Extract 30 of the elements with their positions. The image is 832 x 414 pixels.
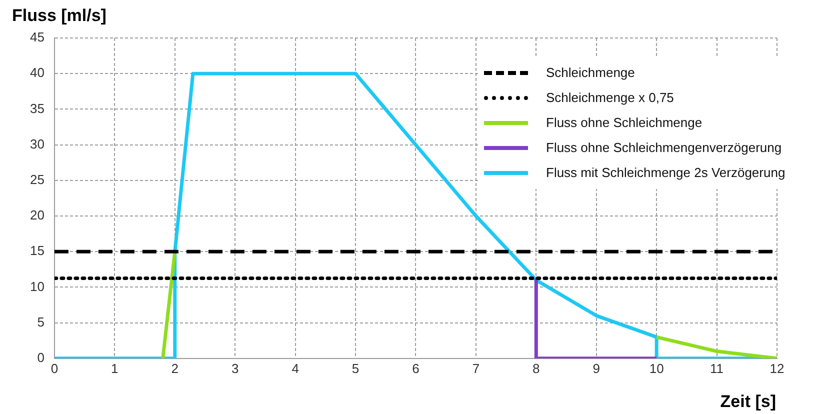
x-tick-label: 7 (472, 360, 480, 376)
x-tick-label: 0 (50, 360, 58, 376)
legend-label: Fluss ohne Schleichmenge (546, 115, 702, 130)
x-tick-label: 10 (649, 360, 664, 376)
y-tick-label: 5 (37, 314, 44, 330)
y-tick-label: 45 (30, 30, 44, 45)
x-tick-label: 12 (770, 360, 784, 376)
legend-label: Fluss ohne Schleichmengenverzögerung (546, 140, 782, 155)
x-tick-label: 1 (111, 360, 118, 376)
y-tick-label: 10 (30, 278, 44, 294)
y-tick-label: 40 (30, 65, 44, 80)
y-tick-label: 25 (30, 172, 44, 187)
y-tick-label: 20 (30, 208, 44, 223)
legend-label: Schleichmenge x 0,75 (546, 90, 674, 105)
x-tick-label: 5 (352, 360, 360, 376)
x-tick-label: 8 (532, 360, 540, 376)
x-tick-label: 2 (171, 360, 178, 376)
x-tick-label: 3 (231, 360, 239, 376)
x-tick-label: 11 (710, 360, 724, 376)
y-axis-title: Fluss [ml/s] (12, 6, 106, 26)
x-tick-label: 4 (292, 360, 299, 376)
y-tick-label: 35 (30, 100, 44, 116)
y-tick-label: 0 (37, 350, 44, 365)
x-tick-label: 6 (412, 360, 420, 376)
legend-label: Schleichmenge (546, 65, 635, 80)
legend-label: Fluss mit Schleichmenge 2s Verzögerung (546, 165, 786, 180)
x-axis-title: Zeit [s] (720, 392, 776, 412)
y-tick-label: 30 (30, 136, 44, 152)
y-tick-label: 15 (30, 243, 44, 258)
x-tick-label: 9 (592, 360, 600, 376)
